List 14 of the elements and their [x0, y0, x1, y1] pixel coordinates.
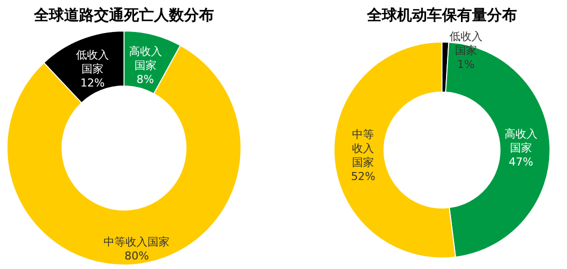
chart-title: 全球机动车保有量分布 [366, 6, 517, 24]
data-label: 52% [350, 170, 376, 183]
slice-label: 低收入国家 [449, 30, 482, 58]
slice-label: 高收入国家 [504, 128, 538, 155]
slice-label: 中等收入国家 [104, 236, 170, 249]
data-label: 47% [508, 156, 534, 169]
data-label: 8% [136, 73, 154, 86]
slice-label: 中等收入国家 [352, 128, 374, 169]
slice-label: 高收入国家 [128, 45, 162, 72]
chart-title: 全球道路交通死亡人数分布 [33, 6, 214, 24]
data-label: 12% [80, 76, 105, 90]
data-label: 1% [457, 58, 475, 72]
slice-label: 低收入国家 [76, 48, 110, 76]
data-label: 80% [124, 250, 149, 263]
